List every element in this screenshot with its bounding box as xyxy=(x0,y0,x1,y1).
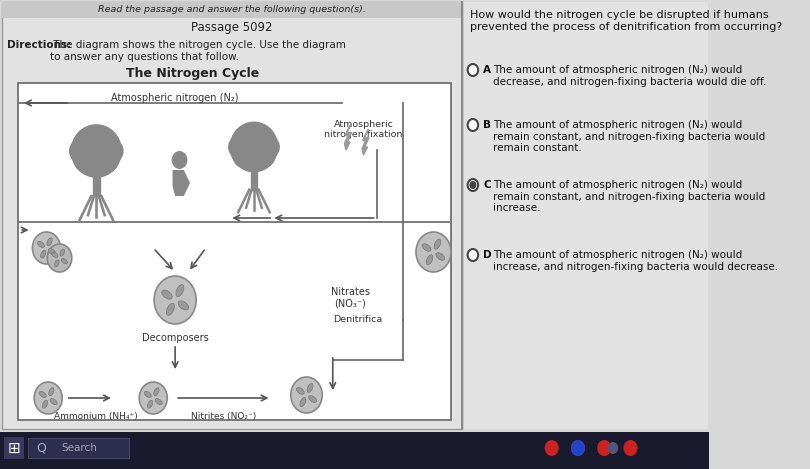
Text: Denitrifica: Denitrifica xyxy=(333,316,382,325)
Ellipse shape xyxy=(243,127,265,149)
Bar xyxy=(28,438,129,458)
Circle shape xyxy=(597,440,612,456)
Text: The amount of atmospheric nitrogen (N₂) would
decrease, and nitrogen-fixing bact: The amount of atmospheric nitrogen (N₂) … xyxy=(493,65,766,87)
Ellipse shape xyxy=(426,255,433,265)
Ellipse shape xyxy=(49,388,54,396)
Ellipse shape xyxy=(49,249,55,255)
Text: The diagram shows the nitrogen cycle. Use the diagram
to answer any questions th: The diagram shows the nitrogen cycle. Us… xyxy=(50,40,346,61)
Ellipse shape xyxy=(42,400,48,408)
Ellipse shape xyxy=(144,391,151,397)
Ellipse shape xyxy=(436,253,445,260)
Text: Read the passage and answer the following question(s).: Read the passage and answer the followin… xyxy=(98,6,366,15)
Bar xyxy=(0,432,710,469)
Bar xyxy=(251,158,257,190)
Polygon shape xyxy=(173,170,190,196)
Circle shape xyxy=(544,440,559,456)
Ellipse shape xyxy=(434,239,441,249)
Circle shape xyxy=(571,440,585,456)
Bar xyxy=(2,2,463,18)
Circle shape xyxy=(291,377,322,413)
Ellipse shape xyxy=(37,242,45,248)
Ellipse shape xyxy=(52,252,58,257)
Ellipse shape xyxy=(147,400,153,408)
Ellipse shape xyxy=(40,250,46,258)
Text: Ammonium (NH₄⁺): Ammonium (NH₄⁺) xyxy=(54,412,139,421)
Text: Decomposers: Decomposers xyxy=(142,333,208,343)
Text: How would the nitrogen cycle be disrupted if humans
prevented the process of den: How would the nitrogen cycle be disrupte… xyxy=(471,10,782,31)
Bar xyxy=(4,437,23,459)
Ellipse shape xyxy=(47,238,52,246)
Text: Search: Search xyxy=(61,443,96,453)
Text: Nitrates
(NO₃⁻): Nitrates (NO₃⁻) xyxy=(330,287,370,309)
Text: A: A xyxy=(484,65,492,75)
Text: The Nitrogen Cycle: The Nitrogen Cycle xyxy=(126,67,259,80)
Text: The amount of atmospheric nitrogen (N₂) would
remain constant, and nitrogen-fixi: The amount of atmospheric nitrogen (N₂) … xyxy=(493,120,765,153)
Bar xyxy=(464,2,708,429)
Ellipse shape xyxy=(166,303,174,315)
Text: The amount of atmospheric nitrogen (N₂) would
remain constant, and nitrogen-fixi: The amount of atmospheric nitrogen (N₂) … xyxy=(493,180,765,213)
Bar xyxy=(93,163,100,196)
Ellipse shape xyxy=(70,139,93,163)
Ellipse shape xyxy=(75,149,98,173)
Circle shape xyxy=(467,249,478,261)
Circle shape xyxy=(467,64,478,76)
Ellipse shape xyxy=(71,125,122,177)
Ellipse shape xyxy=(60,249,65,256)
Ellipse shape xyxy=(39,391,46,397)
Text: Passage 5092: Passage 5092 xyxy=(191,22,273,35)
Text: Atmospheric nitrogen (N₂): Atmospheric nitrogen (N₂) xyxy=(112,93,239,103)
Ellipse shape xyxy=(257,136,279,158)
Ellipse shape xyxy=(300,398,306,407)
Text: ⊞: ⊞ xyxy=(7,440,20,455)
Text: The amount of atmospheric nitrogen (N₂) would
increase, and nitrogen-fixing bact: The amount of atmospheric nitrogen (N₂) … xyxy=(493,250,778,272)
Circle shape xyxy=(467,179,478,191)
Text: B: B xyxy=(484,120,492,130)
Text: Q: Q xyxy=(36,441,46,454)
Ellipse shape xyxy=(307,384,313,393)
Circle shape xyxy=(34,382,62,414)
Ellipse shape xyxy=(309,396,317,402)
Ellipse shape xyxy=(54,260,59,267)
Circle shape xyxy=(571,440,585,456)
Circle shape xyxy=(467,119,478,131)
Ellipse shape xyxy=(178,301,189,310)
Ellipse shape xyxy=(230,122,278,172)
Text: Directions:: Directions: xyxy=(7,40,71,50)
Ellipse shape xyxy=(95,149,118,173)
Text: D: D xyxy=(484,250,492,260)
Polygon shape xyxy=(344,124,352,150)
Ellipse shape xyxy=(253,145,275,167)
Circle shape xyxy=(154,276,196,324)
Text: Nitrites (NO₂⁻): Nitrites (NO₂⁻) xyxy=(190,412,256,421)
Circle shape xyxy=(416,232,451,272)
Circle shape xyxy=(469,181,476,189)
Ellipse shape xyxy=(162,290,173,299)
Ellipse shape xyxy=(422,244,431,251)
Ellipse shape xyxy=(50,399,58,405)
Ellipse shape xyxy=(176,285,184,296)
Circle shape xyxy=(139,382,167,414)
Circle shape xyxy=(47,244,72,272)
Ellipse shape xyxy=(85,129,108,153)
Polygon shape xyxy=(362,129,369,155)
Ellipse shape xyxy=(154,388,159,396)
Text: Atmospheric
nitrogen fixation: Atmospheric nitrogen fixation xyxy=(324,120,403,139)
Circle shape xyxy=(624,440,637,456)
Ellipse shape xyxy=(296,387,305,394)
Circle shape xyxy=(608,442,618,454)
Circle shape xyxy=(32,232,61,264)
Ellipse shape xyxy=(233,145,255,167)
Ellipse shape xyxy=(228,136,251,158)
Ellipse shape xyxy=(62,258,67,264)
Bar xyxy=(18,83,451,420)
Ellipse shape xyxy=(156,399,162,405)
Ellipse shape xyxy=(100,139,123,163)
Text: C: C xyxy=(484,180,491,190)
Circle shape xyxy=(172,151,187,169)
Bar xyxy=(2,2,463,429)
